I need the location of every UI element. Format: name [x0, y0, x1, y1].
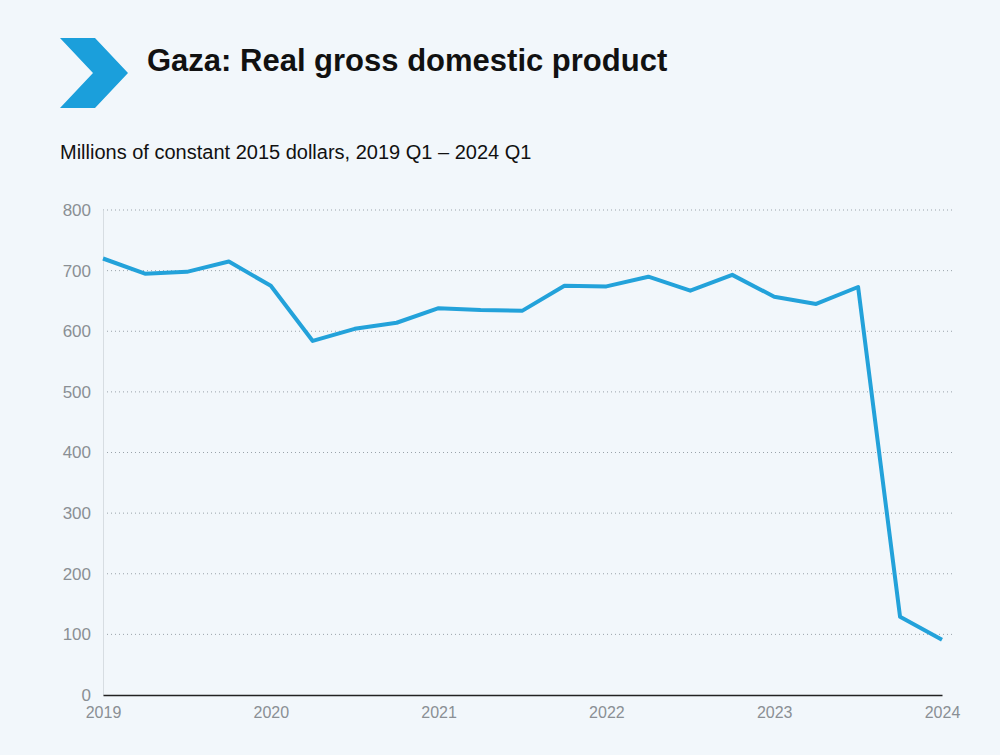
x-axis: 2019 2020 2021 2022 2023 2024: [86, 695, 961, 721]
y-tick-label: 400: [63, 443, 91, 462]
y-tick-label: 700: [63, 262, 91, 281]
grid-line: [103, 210, 955, 211]
y-tick-label: 800: [63, 201, 91, 220]
grid-line: [103, 452, 955, 453]
x-tick: 2019: [86, 695, 122, 721]
y-tick: 600: [63, 322, 103, 341]
y-tick: 800: [63, 201, 103, 220]
y-tick: 0: [82, 686, 103, 705]
x-tick-label: 2021: [421, 704, 457, 721]
y-tick: 200: [63, 565, 103, 584]
x-tick-label: 2024: [925, 704, 961, 721]
x-tick-label: 2020: [254, 704, 290, 721]
grid-line: [103, 513, 955, 514]
y-tick-label: 0: [82, 686, 91, 705]
grid: [103, 210, 955, 634]
y-tick: 500: [63, 383, 103, 402]
y-axis-line: [103, 211, 104, 696]
x-axis-line: [104, 695, 943, 697]
y-tick-label: 300: [63, 504, 91, 523]
plot-area: [103, 259, 942, 640]
grid-line: [103, 270, 955, 271]
grid-line: [103, 634, 955, 635]
background: [0, 0, 1000, 755]
y-axis: 0 100 200 300 400 500 600 700 800: [63, 201, 104, 705]
x-tick: 2022: [589, 695, 625, 721]
x-tick: 2020: [254, 695, 290, 721]
y-tick-label: 200: [63, 565, 91, 584]
icon: [60, 38, 128, 108]
x-tick-label: 2023: [757, 704, 793, 721]
subtitle: Millions of constant 2015 dollars, 2019 …: [60, 141, 531, 163]
x-tick-label: 2019: [86, 704, 122, 721]
y-tick-label: 500: [63, 383, 91, 402]
grid-line: [103, 331, 955, 332]
y-tick: 100: [63, 625, 103, 644]
x-tick: 2021: [421, 695, 457, 721]
y-tick: 400: [63, 443, 103, 462]
grid-line: [103, 573, 955, 574]
line: [103, 259, 942, 640]
x-tick-label: 2022: [589, 704, 625, 721]
title: Gaza: Real gross domestic product: [147, 43, 667, 78]
y-tick: 300: [63, 504, 103, 523]
x-tick: 2024: [925, 695, 961, 721]
y-tick-label: 600: [63, 322, 91, 341]
x-tick: 2023: [757, 695, 793, 721]
chart: Gaza: Real gross domestic product Million…: [0, 0, 1000, 755]
grid-line: [103, 391, 955, 392]
y-tick-label: 100: [63, 625, 91, 644]
y-tick: 700: [63, 262, 103, 281]
